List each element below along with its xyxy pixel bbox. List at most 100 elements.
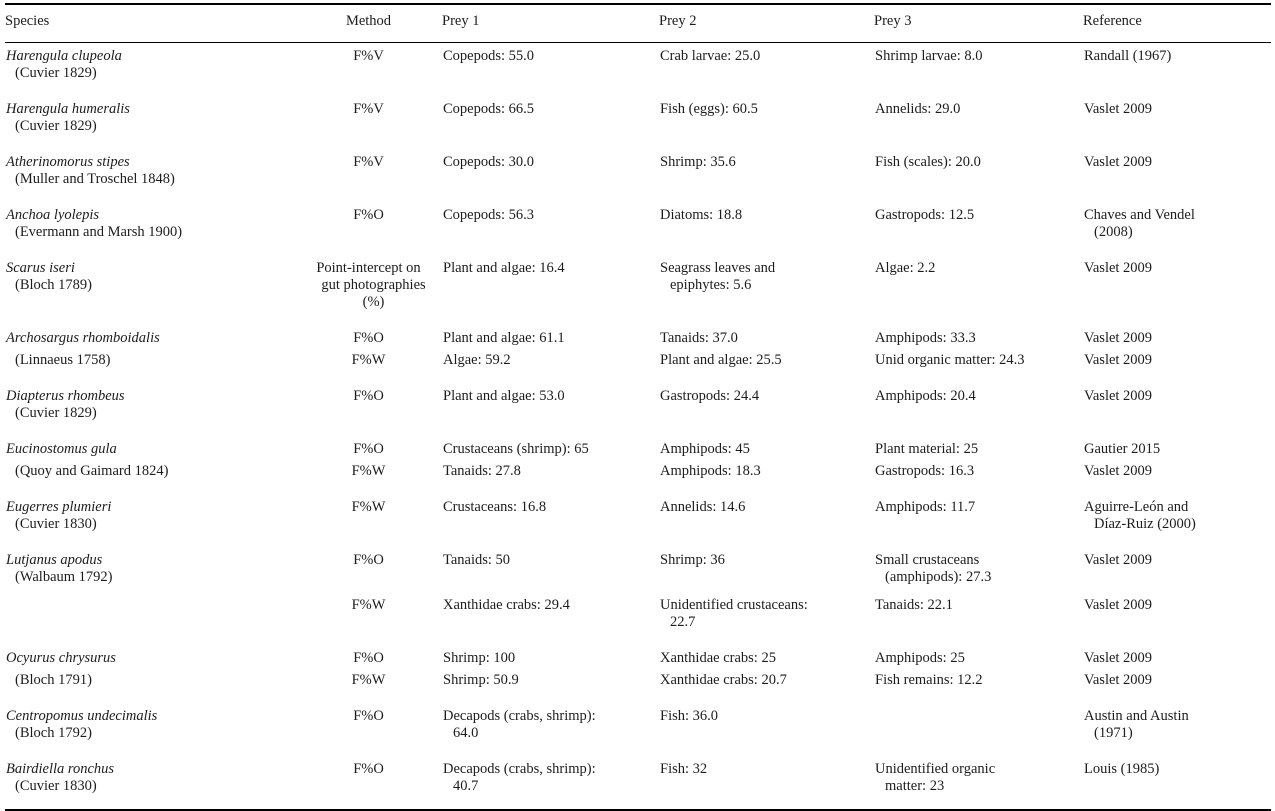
table-row: Ocyurus chrysurus F%O Shrimp: 100 Xanthidae… [5, 645, 1271, 668]
reference-cell-text: (2008) [1094, 224, 1133, 240]
column-header-prey3: Prey 3 [874, 4, 1083, 43]
method-cell-text: F%V [353, 101, 384, 117]
prey3-cell: Tanaids: 22.1 [874, 587, 1083, 645]
prey2-cell-text: Xanthidae crabs: 25 [660, 650, 776, 666]
prey3-cell: Small crustaceans (amphipods): 27.3 [874, 547, 1083, 587]
prey1-cell: Copepods: 66.5 [442, 96, 659, 149]
reference-cell: Aguirre-León and Díaz-Ruiz (2000) [1083, 494, 1271, 547]
reference-cell-text: Austin and Austin [1084, 708, 1189, 724]
method-cell-text: F%O [353, 207, 384, 223]
prey1-cell-text: Crustaceans: 16.8 [443, 499, 547, 515]
prey2-cell: Unidentified crustaceans: 22.7 [659, 587, 874, 645]
reference-cell: Gautier 2015 [1083, 436, 1271, 459]
reference-cell-text: Vaslet 2009 [1084, 672, 1153, 688]
reference-cell-text: Díaz-Ruiz (2000) [1094, 516, 1196, 532]
species-cell: Lutjanus apodus (Walbaum 1792) [5, 547, 295, 587]
prey2-cell: Crab larvae: 25.0 [659, 43, 874, 97]
table-row: Atherinomorus stipes (Muller and Troschel… [5, 149, 1271, 202]
species-cell: Scarus iseri (Bloch 1789) [5, 255, 295, 325]
method-cell: F%W [295, 459, 442, 494]
prey2-cell: Fish: 36.0 [659, 703, 874, 756]
prey3-cell-text: Shrimp larvae: 8.0 [875, 48, 983, 64]
reference-cell-text: Vaslet 2009 [1084, 101, 1153, 117]
species-name: Bairdiella ronchus [6, 761, 115, 777]
prey3-cell: Fish remains: 12.2 [874, 668, 1083, 703]
prey2-cell-text: Fish (eggs): 60.5 [660, 101, 758, 117]
prey1-cell-text: Copepods: 30.0 [443, 154, 535, 170]
prey1-cell: Plant and algae: 61.1 [442, 325, 659, 348]
prey1-cell: Copepods: 56.3 [442, 202, 659, 255]
prey2-cell: Amphipods: 45 [659, 436, 874, 459]
method-cell: F%O [295, 436, 442, 459]
species-row-group: Harengula clupeola (Cuvier 1829) F%V Copepo… [5, 43, 1271, 97]
prey2-cell: Seagrass leaves and epiphytes: 5.6 [659, 255, 874, 325]
prey2-cell: Plant and algae: 25.5 [659, 348, 874, 383]
prey1-cell-text: Crustaceans (shrimp): 65 [443, 441, 589, 457]
reference-cell-text: Gautier 2015 [1084, 441, 1161, 457]
prey1-cell-text: Plant and algae: 53.0 [443, 388, 565, 404]
table-row: Diapterus rhombeus (Cuvier 1829) F%O Plant … [5, 383, 1271, 436]
prey2-cell-text: 22.7 [670, 614, 696, 630]
method-cell-text: F%V [353, 48, 384, 64]
species-row-group: Atherinomorus stipes (Muller and Troschel… [5, 149, 1271, 202]
method-cell: Point-intercept on gut photographies (%) [295, 255, 442, 325]
prey3-cell-text: Tanaids: 22.1 [875, 597, 953, 613]
prey3-cell: Amphipods: 20.4 [874, 383, 1083, 436]
reference-cell: Louis (1985) [1083, 756, 1271, 810]
prey3-cell: Annelids: 29.0 [874, 96, 1083, 149]
species-authority: (Cuvier 1830) [15, 778, 97, 794]
method-cell-text: (%) [362, 294, 385, 310]
species-authority: (Linnaeus 1758) [15, 352, 111, 368]
prey2-cell: Fish: 32 [659, 756, 874, 810]
prey1-cell: Decapods (crabs, shrimp): 64.0 [442, 703, 659, 756]
prey3-cell-text: Small crustaceans [875, 552, 980, 568]
prey3-cell-text: Gastropods: 16.3 [875, 463, 975, 479]
species-row-group: Bairdiella ronchus (Cuvier 1830) F%O Decapo… [5, 756, 1271, 810]
prey1-cell-text: 40.7 [453, 778, 479, 794]
method-cell-text: F%W [351, 597, 386, 613]
species-authority: (Cuvier 1830) [15, 516, 97, 532]
prey1-cell-text: Shrimp: 50.9 [443, 672, 519, 688]
reference-cell: Vaslet 2009 [1083, 348, 1271, 383]
prey2-cell-text: Crab larvae: 25.0 [660, 48, 761, 64]
column-header-species: Species [5, 4, 295, 43]
prey3-cell: Unid organic matter: 24.3 [874, 348, 1083, 383]
species-row-group: Eugerres plumieri (Cuvier 1830) F%W Crustac… [5, 494, 1271, 547]
reference-cell-text: Vaslet 2009 [1084, 260, 1153, 276]
diet-table: Species Method Prey 1 Prey 2 Prey 3 Refe… [5, 3, 1271, 811]
prey3-cell-text: Unidentified organic [875, 761, 996, 777]
prey3-cell: Fish (scales): 20.0 [874, 149, 1083, 202]
prey3-cell-text: Amphipods: 33.3 [875, 330, 976, 346]
species-authority: (Walbaum 1792) [15, 569, 113, 585]
method-cell: F%W [295, 348, 442, 383]
species-cell: Harengula humeralis (Cuvier 1829) [5, 96, 295, 149]
reference-cell: Vaslet 2009 [1083, 459, 1271, 494]
prey2-cell-text: Tanaids: 37.0 [660, 330, 738, 346]
table-row: (Bloch 1791) F%W Shrimp: 50.9 Xanthidae cra… [5, 668, 1271, 703]
prey2-cell: Shrimp: 36 [659, 547, 874, 587]
prey1-cell: Copepods: 55.0 [442, 43, 659, 97]
prey3-cell-text: Fish (scales): 20.0 [875, 154, 981, 170]
method-cell-text: F%O [353, 388, 384, 404]
prey2-cell-text: Fish: 36.0 [660, 708, 719, 724]
species-name: Atherinomorus stipes [6, 154, 130, 170]
species-name: Ocyurus chrysurus [6, 650, 116, 666]
prey1-cell-text: Decapods (crabs, shrimp): [443, 761, 596, 777]
method-cell: F%O [295, 756, 442, 810]
species-name: Archosargus rhomboidalis [6, 330, 160, 346]
prey1-cell: Decapods (crabs, shrimp): 40.7 [442, 756, 659, 810]
reference-cell-text: Vaslet 2009 [1084, 330, 1153, 346]
reference-cell-text: Vaslet 2009 [1084, 352, 1153, 368]
prey2-cell-text: Shrimp: 35.6 [660, 154, 736, 170]
method-cell: F%O [295, 383, 442, 436]
species-name: Harengula humeralis [6, 101, 130, 117]
species-authority: (Cuvier 1829) [15, 118, 97, 134]
prey2-cell: Fish (eggs): 60.5 [659, 96, 874, 149]
method-cell: F%W [295, 668, 442, 703]
reference-cell-text: Vaslet 2009 [1084, 154, 1153, 170]
reference-cell: Vaslet 2009 [1083, 587, 1271, 645]
reference-cell-text: Vaslet 2009 [1084, 388, 1153, 404]
prey1-cell: Shrimp: 100 [442, 645, 659, 668]
reference-cell-text: Randall (1967) [1084, 48, 1172, 64]
